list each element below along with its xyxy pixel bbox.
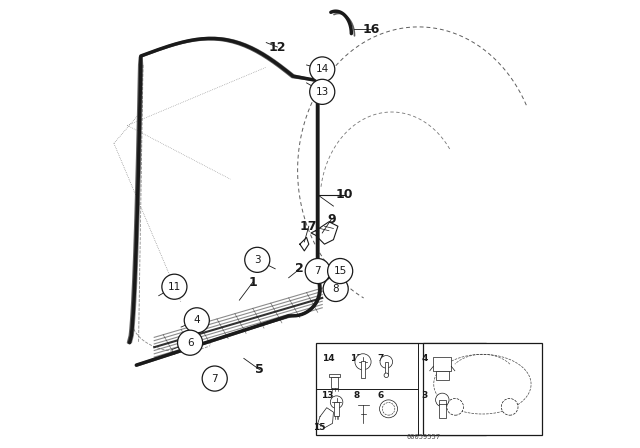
Text: 13: 13 [321,391,333,400]
Bar [433,358,451,371]
Text: 9: 9 [327,213,335,226]
Bar [361,362,365,378]
Text: 3: 3 [421,391,428,400]
Text: 7: 7 [314,266,321,276]
Circle shape [384,373,388,378]
Circle shape [328,258,353,284]
Circle shape [330,396,343,409]
Text: 16: 16 [363,22,380,36]
Text: 2: 2 [296,262,304,276]
Text: 14: 14 [316,65,329,74]
Circle shape [380,356,392,368]
Text: 7: 7 [378,354,384,363]
Text: 8: 8 [332,284,339,294]
Text: 11: 11 [168,282,181,292]
Bar [439,400,446,418]
Text: 15: 15 [314,423,326,432]
Text: 14: 14 [323,354,335,363]
Circle shape [382,403,395,415]
Circle shape [310,79,335,104]
Circle shape [184,308,209,333]
Text: 3: 3 [254,255,260,265]
Text: 7: 7 [211,374,218,383]
Text: 12: 12 [269,40,286,54]
Text: 5: 5 [255,363,264,376]
Circle shape [177,330,203,355]
Bar [330,375,340,377]
Circle shape [323,276,348,302]
Circle shape [310,57,335,82]
Bar [385,362,388,375]
Circle shape [162,274,187,299]
Circle shape [380,400,397,418]
Circle shape [436,393,449,407]
Text: 17: 17 [300,220,317,233]
Text: 6: 6 [378,391,383,400]
Bar [436,371,449,380]
Bar [332,377,339,388]
Text: 1: 1 [248,276,257,289]
Text: 10: 10 [336,188,353,202]
Circle shape [305,258,330,284]
Text: 11: 11 [351,354,363,363]
Text: 6: 6 [187,338,193,348]
Text: 4: 4 [421,354,428,363]
Circle shape [202,366,227,391]
Bar [316,343,486,435]
Bar [334,402,339,416]
Text: 4: 4 [193,315,200,325]
Circle shape [501,398,518,415]
Circle shape [244,247,270,272]
Circle shape [447,398,463,415]
Text: 00059557: 00059557 [406,434,440,440]
Text: 13: 13 [316,87,329,97]
Text: 8: 8 [353,391,360,400]
Text: 15: 15 [333,266,347,276]
Bar [423,343,541,435]
Circle shape [355,354,371,370]
